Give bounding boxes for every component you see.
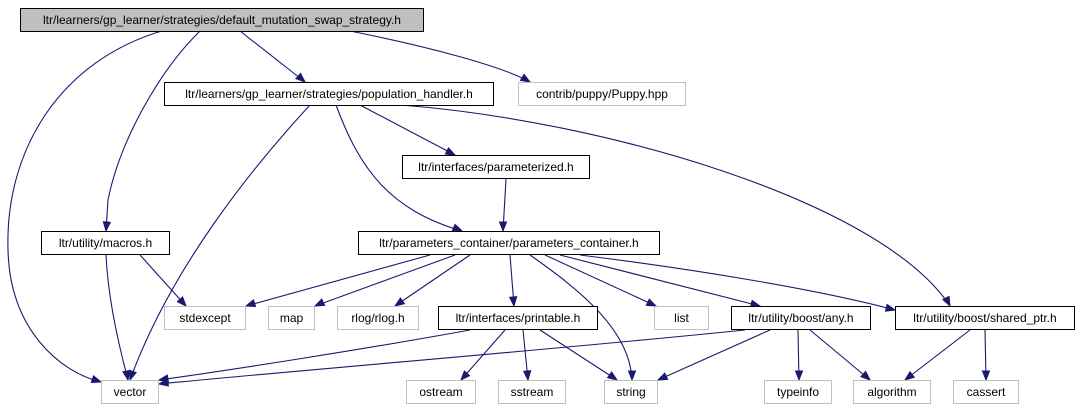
edge-printable-sstream [523,330,531,380]
edge-params-shared-ptr [580,255,895,311]
edge-pop-parameterized-arrowhead [445,148,455,155]
node-stdexcept: stdexcept [164,306,246,330]
node-any[interactable]: ltr/utility/boost/any.h [731,306,871,330]
node-printable[interactable]: ltr/interfaces/printable.h [438,306,598,330]
edge-root-puppy [350,31,530,82]
edge-any-typeinfo-arrowhead [796,371,803,380]
node-typeinfo: typeinfo [764,380,832,404]
edge-parameterized-params-arrowhead [500,222,507,231]
node-map: map [268,306,315,330]
edge-printable-string-arrowhead [608,372,617,380]
node-parameters-container[interactable]: ltr/parameters_container/parameters_cont… [358,231,660,255]
edge-params-printable-arrowhead [510,297,517,306]
edge-any-algorithm-arrowhead [861,371,870,380]
node-algorithm: algorithm [853,380,931,404]
node-shared-ptr[interactable]: ltr/utility/boost/shared_ptr.h [895,306,1075,330]
edge-macros-vector-arrowhead [123,371,130,380]
edge-any-string-arrowhead [658,373,668,380]
edge-params-list-arrowhead [646,299,656,306]
edge-shared-ptr-cassert [983,330,990,380]
edge-any-typeinfo [796,330,803,380]
node-population-handler[interactable]: ltr/learners/gp_learner/strategies/popul… [164,82,494,106]
node-string: string [604,380,658,404]
edge-params-printable [510,255,517,306]
edge-macros-vector [106,255,130,380]
edge-parameterized-params [500,179,507,231]
node-puppy: contrib/puppy/Puppy.hpp [518,82,686,106]
edge-params-shared-ptr-arrowhead [885,304,895,311]
edge-root-vector [8,30,165,382]
node-macros[interactable]: ltr/utility/macros.h [41,231,170,255]
edge-any-string [658,330,770,380]
edge-shared-ptr-cassert-arrowhead [983,371,990,380]
edge-any-algorithm [810,330,870,380]
node-list: list [654,306,709,330]
edge-pop-vector-arrowhead [130,370,137,380]
edge-pop-parameterized [360,105,455,155]
node-vector: vector [101,380,159,404]
edge-printable-string [540,330,617,380]
edge-printable-sstream-arrowhead [524,371,531,380]
node-default-mutation-swap-strategy[interactable]: ltr/learners/gp_learner/strategies/defau… [20,8,424,32]
edge-shared-ptr-algorithm [905,330,970,380]
node-rlog: rlog/rlog.h [337,306,419,330]
edge-root-population [240,31,305,82]
edge-root-macros-arrowhead [103,222,110,231]
edge-params-any [560,255,760,307]
edge-pop-shared-ptr [400,105,950,306]
edge-params-map-arrowhead [315,299,325,306]
edge-params-string-arrowhead [629,371,636,380]
node-ostream: ostream [406,380,476,404]
node-parameterized[interactable]: ltr/interfaces/parameterized.h [402,155,590,179]
edge-pop-params-arrowhead [452,224,462,231]
edge-macros-stdexcept [140,255,186,306]
edge-shared-ptr-algorithm-arrowhead [905,372,914,380]
node-cassert: cassert [953,380,1019,404]
edge-root-puppy-arrowhead [520,74,530,82]
edge-params-rlog-arrowhead [395,298,404,306]
edge-any-vector [159,330,745,386]
edge-printable-vector [159,330,470,382]
edge-root-population-arrowhead [296,73,305,82]
edge-params-stdexcept [246,255,430,306]
edge-root-macros [103,31,200,231]
edge-root-vector-arrowhead [91,376,101,383]
edge-params-stdexcept-arrowhead [246,300,256,307]
node-sstream: sstream [498,380,566,404]
